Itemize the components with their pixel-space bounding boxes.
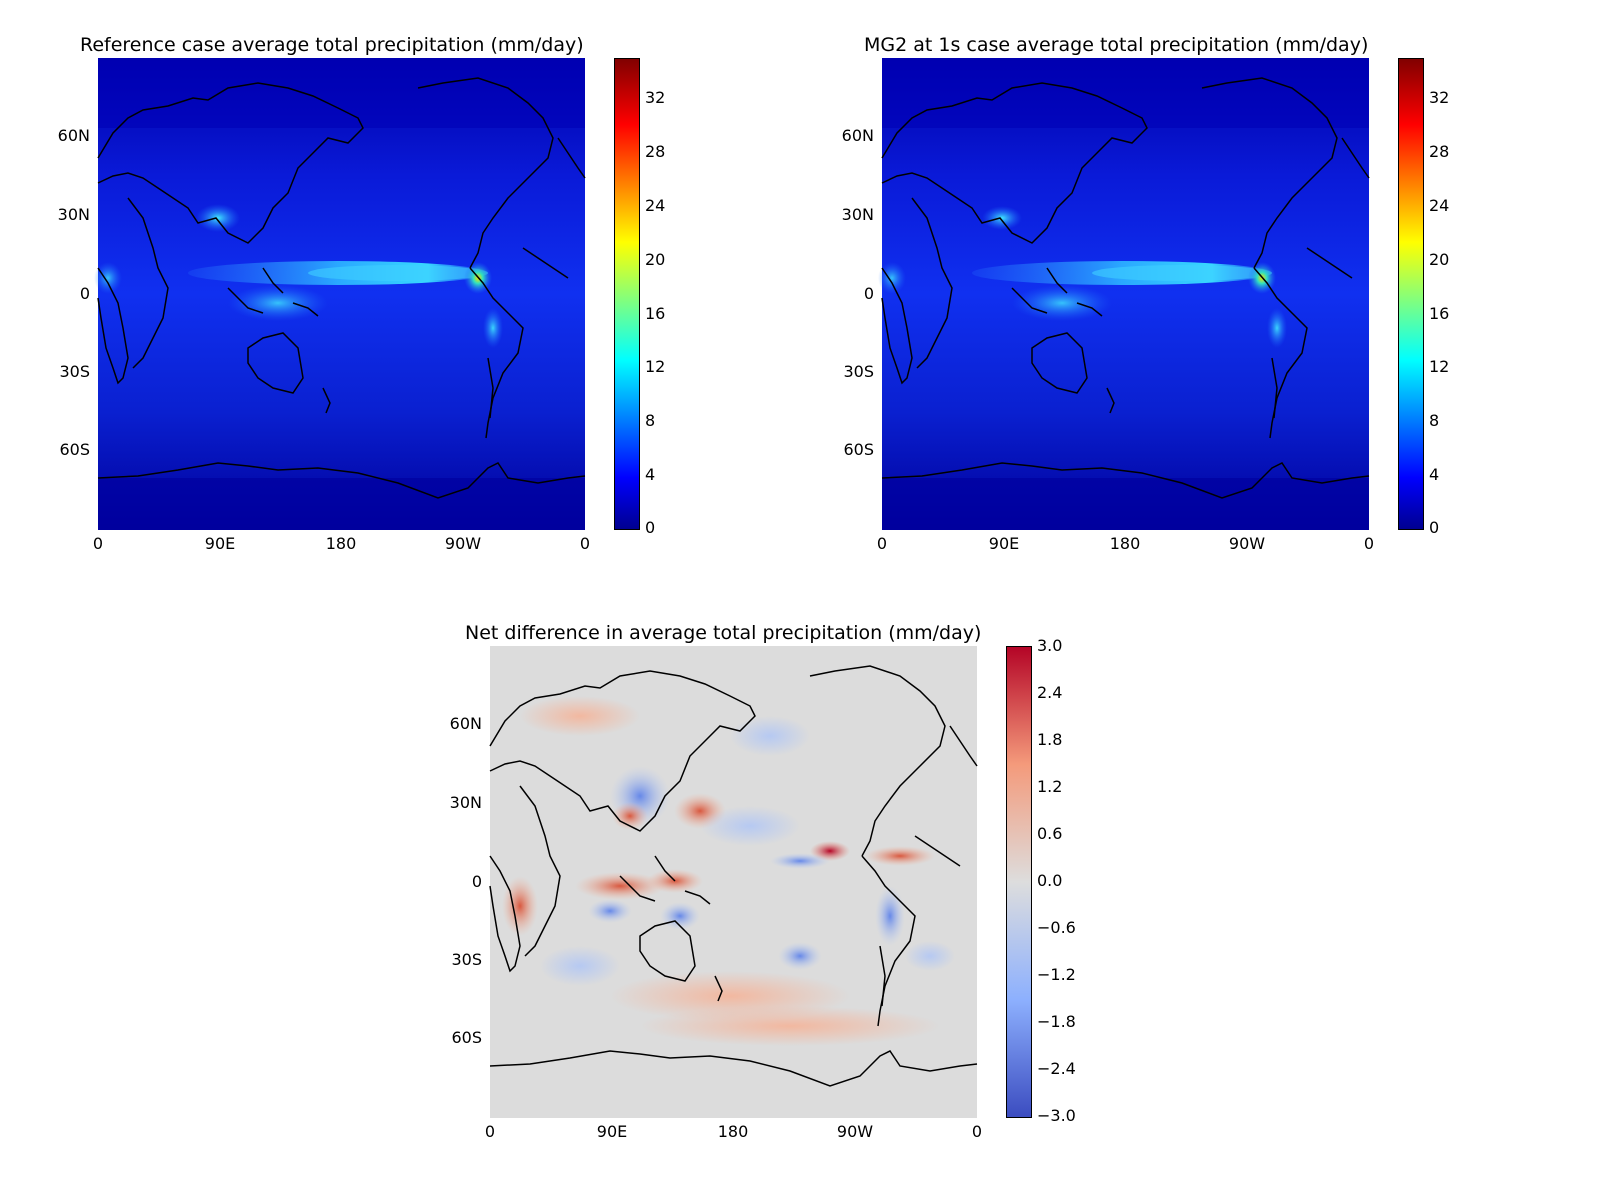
x-tick-label: 0	[1363, 534, 1375, 553]
colorbar-tick: 1.2	[1037, 777, 1063, 796]
x-tick-label: 0	[92, 534, 104, 553]
colorbar-tick: 16	[645, 304, 666, 323]
y-tick-label: 30N	[449, 793, 482, 812]
x-tick-label: 0	[971, 1122, 983, 1141]
colorbar-tick: 12	[645, 357, 666, 376]
y-tick-label: 60N	[449, 714, 482, 733]
x-tick-label: 180	[325, 534, 357, 553]
y-tick-label: 30S	[59, 362, 90, 381]
colorbar-tick: 2.4	[1037, 683, 1063, 702]
colorbar-tick: 4	[1429, 465, 1440, 484]
colorbar-tick: 20	[1429, 250, 1450, 269]
colorbar-tick: −1.8	[1037, 1012, 1076, 1031]
colorbar-tick: 8	[1429, 411, 1440, 430]
precip-map-reference	[94, 58, 586, 530]
colorbar-mg2	[1398, 58, 1424, 530]
colorbar-tick: 0.6	[1037, 824, 1063, 843]
colorbar-reference	[614, 58, 640, 530]
colorbar-tick: 32	[645, 88, 666, 107]
y-tick-label: 0	[79, 284, 90, 303]
colorbar-tick: −1.2	[1037, 965, 1076, 984]
x-tick-label: 180	[1109, 534, 1141, 553]
x-tick-label: 0	[876, 534, 888, 553]
colorbar-tick: 0	[645, 518, 656, 537]
y-tick-label: 30N	[841, 205, 874, 224]
y-tick-label: 30N	[57, 205, 90, 224]
colorbar-tick: 0	[1429, 518, 1440, 537]
x-tick-label: 90E	[988, 534, 1020, 553]
x-tick-label: 0	[484, 1122, 496, 1141]
colorbar-tick: 24	[645, 196, 666, 215]
colorbar-tick: 16	[1429, 304, 1450, 323]
x-tick-label: 180	[717, 1122, 749, 1141]
colorbar-tick: 0.0	[1037, 871, 1063, 890]
y-tick-label: 60S	[59, 440, 90, 459]
y-tick-label: 60N	[57, 126, 90, 145]
colorbar-tick: 12	[1429, 357, 1450, 376]
colorbar-tick: 28	[645, 142, 666, 161]
colorbar-tick: 28	[1429, 142, 1450, 161]
colorbar-tick: −3.0	[1037, 1106, 1076, 1125]
panel-mg2: MG2 at 1s case average total precipitati…	[784, 0, 1584, 580]
colorbar-tick: 20	[645, 250, 666, 269]
y-tick-label: 30S	[843, 362, 874, 381]
precip-map-mg2	[878, 58, 1370, 530]
colorbar-tick: −2.4	[1037, 1059, 1076, 1078]
colorbar-tick: 8	[645, 411, 656, 430]
y-tick-label: 0	[471, 872, 482, 891]
coastlines	[489, 665, 978, 1087]
panel-title: Reference case average total precipitati…	[80, 34, 584, 56]
coastlines	[881, 77, 1370, 499]
colorbar-tick: 32	[1429, 88, 1450, 107]
colorbar-tick: 4	[645, 465, 656, 484]
panel-title: MG2 at 1s case average total precipitati…	[864, 34, 1369, 56]
colorbar-tick: 24	[1429, 196, 1450, 215]
y-tick-label: 60S	[451, 1028, 482, 1047]
panel-reference: Reference case average total precipitati…	[0, 0, 800, 580]
panel-title: Net difference in average total precipit…	[465, 622, 982, 644]
x-tick-label: 90E	[204, 534, 236, 553]
colorbar-tick: −0.6	[1037, 918, 1076, 937]
x-tick-label: 90W	[444, 534, 482, 553]
x-tick-label: 90W	[1228, 534, 1266, 553]
coastlines	[97, 77, 586, 499]
y-tick-label: 60S	[843, 440, 874, 459]
precip-difference-map	[489, 646, 978, 1118]
colorbar-tick: 1.8	[1037, 730, 1063, 749]
x-tick-label: 90E	[596, 1122, 628, 1141]
x-tick-label: 0	[579, 534, 591, 553]
panel-difference: Net difference in average total precipit…	[392, 588, 1192, 1188]
x-tick-label: 90W	[836, 1122, 874, 1141]
y-tick-label: 60N	[841, 126, 874, 145]
y-tick-label: 30S	[451, 950, 482, 969]
y-tick-label: 0	[863, 284, 874, 303]
colorbar-difference	[1006, 646, 1032, 1118]
colorbar-tick: 3.0	[1037, 636, 1063, 655]
